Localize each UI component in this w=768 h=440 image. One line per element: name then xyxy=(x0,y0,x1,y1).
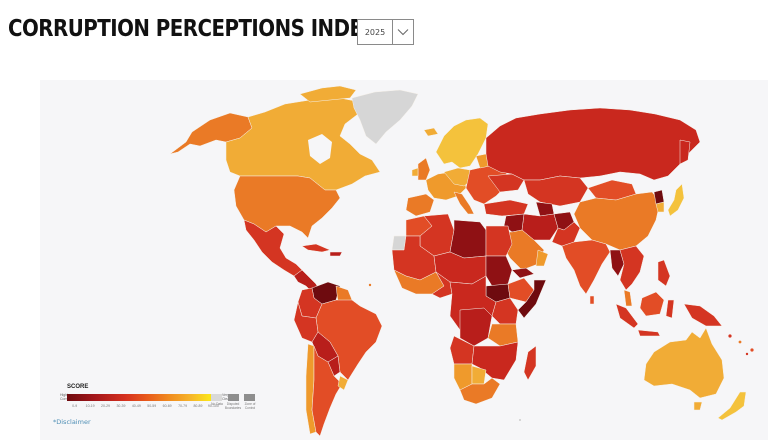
region-philippines[interactable] xyxy=(657,259,671,287)
region-italy[interactable] xyxy=(453,191,475,215)
region-uruguay[interactable] xyxy=(337,375,349,391)
region-tanzania[interactable] xyxy=(487,323,519,347)
region-hispaniola[interactable] xyxy=(329,251,343,257)
region-malaysia[interactable] xyxy=(623,289,633,307)
year-select-toggle[interactable] xyxy=(393,20,413,44)
region-mexico[interactable] xyxy=(243,219,303,277)
pacific-islands xyxy=(368,283,754,421)
disclaimer-link[interactable]: *Disclaimer xyxy=(53,418,91,426)
region-ukraine[interactable] xyxy=(487,173,525,193)
region-turkmenistan[interactable] xyxy=(535,201,555,217)
region-kamchatka[interactable] xyxy=(679,139,691,165)
region-china[interactable] xyxy=(573,191,661,251)
region-greenland[interactable] xyxy=(351,89,419,145)
legend-tick: 80-89 xyxy=(193,404,203,408)
region-cuba[interactable] xyxy=(301,243,331,253)
legend-ticks: 0-9 10-19 20-29 30-39 40-49 50-59 60-69 … xyxy=(67,404,221,408)
region-south-korea[interactable] xyxy=(655,201,665,213)
legend-swatch-disputed xyxy=(228,394,239,401)
legend-tick: 90-100 xyxy=(207,404,219,408)
world-choropleth-map[interactable] xyxy=(40,80,768,440)
region-pakistan[interactable] xyxy=(551,221,581,247)
region-new-guinea[interactable] xyxy=(683,303,723,327)
region-drc[interactable] xyxy=(459,307,493,347)
legend-swatch-zone-of-control xyxy=(244,394,255,401)
legend-high-label: Very Clean xyxy=(222,393,232,401)
legend-tick: 60-69 xyxy=(162,404,172,408)
region-uk[interactable] xyxy=(417,157,431,181)
legend-tick: 70-79 xyxy=(178,404,188,408)
region-iceland[interactable] xyxy=(423,127,439,137)
year-select-value[interactable]: 2025 xyxy=(358,20,393,44)
legend-tick: 50-59 xyxy=(147,404,157,408)
region-new-zealand[interactable] xyxy=(717,391,747,421)
legend-tick: 30-39 xyxy=(116,404,126,408)
region-central-asia[interactable] xyxy=(523,175,589,207)
legend-swatch-no-data xyxy=(211,394,222,401)
region-alaska[interactable] xyxy=(169,112,253,155)
region-sudan[interactable] xyxy=(485,255,513,287)
score-legend: SCORE Highly Corrupt Very Clean 0-9 10-1… xyxy=(60,384,300,424)
legend-tick: 20-29 xyxy=(101,404,110,408)
region-yemen[interactable] xyxy=(511,267,535,279)
region-turkey[interactable] xyxy=(483,199,529,217)
region-borneo[interactable] xyxy=(639,291,665,317)
legend-swatch-label: No Data xyxy=(211,402,223,406)
legend-tick: 0-9 xyxy=(72,404,78,408)
legend-swatch-label: Disputed Boundaries xyxy=(224,402,242,410)
page-header: CORRUPTION PERCEPTIONS INDEX 2025 xyxy=(0,0,768,70)
region-south-africa[interactable] xyxy=(459,377,501,405)
region-sri-lanka[interactable] xyxy=(589,295,595,305)
legend-gradient-bar xyxy=(67,394,221,401)
region-kenya-uganda[interactable] xyxy=(491,297,519,325)
region-india[interactable] xyxy=(561,239,611,295)
region-north-korea[interactable] xyxy=(653,189,665,205)
region-java[interactable] xyxy=(637,329,661,337)
chevron-down-icon xyxy=(397,29,409,36)
legend-tick: 40-49 xyxy=(131,404,141,408)
region-tasmania[interactable] xyxy=(693,401,703,411)
region-libya[interactable] xyxy=(449,219,487,259)
region-southeast-asia[interactable] xyxy=(619,245,645,291)
region-canada-arctic[interactable] xyxy=(299,85,357,103)
region-sumatra[interactable] xyxy=(615,303,639,329)
legend-tick: 10-19 xyxy=(85,404,95,408)
region-guianas[interactable] xyxy=(335,285,353,303)
region-egypt[interactable] xyxy=(485,225,513,257)
region-argentina[interactable] xyxy=(311,345,343,437)
region-somalia[interactable] xyxy=(517,279,547,319)
legend-low-label: Highly Corrupt xyxy=(60,393,72,401)
year-select[interactable]: 2025 xyxy=(357,19,414,45)
region-australia[interactable] xyxy=(643,327,725,399)
page-title: CORRUPTION PERCEPTIONS INDEX xyxy=(8,16,378,42)
region-russia[interactable] xyxy=(485,107,701,181)
hudson-bay xyxy=(308,134,332,164)
region-madagascar[interactable] xyxy=(523,345,537,381)
region-ireland[interactable] xyxy=(411,167,419,177)
world-map-panel: SCORE Highly Corrupt Very Clean 0-9 10-1… xyxy=(40,80,768,440)
region-japan[interactable] xyxy=(667,183,685,217)
region-western-sahara[interactable] xyxy=(391,235,407,251)
region-iberia[interactable] xyxy=(405,193,435,217)
region-oman[interactable] xyxy=(535,249,549,267)
legend-title: SCORE xyxy=(67,384,89,390)
legend-swatch-label: Zone of Control xyxy=(244,402,256,410)
region-myanmar[interactable] xyxy=(609,249,625,277)
region-sulawesi[interactable] xyxy=(665,299,675,319)
